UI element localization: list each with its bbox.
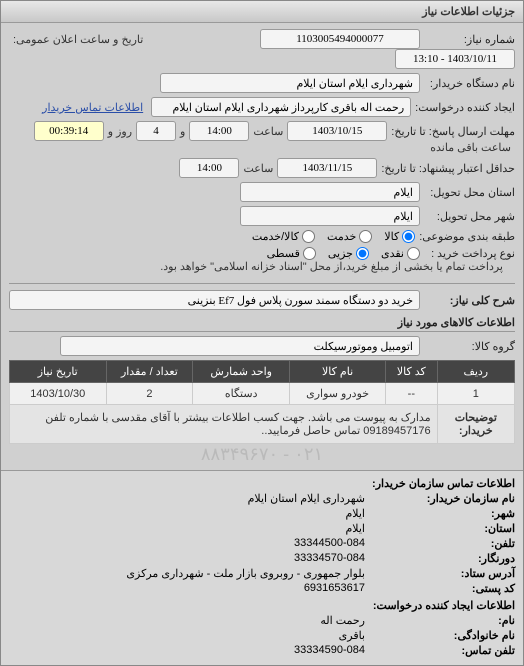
time-remain-input — [34, 121, 104, 141]
contact-city-value: ایلام — [346, 507, 366, 520]
buyer-input — [160, 73, 420, 93]
city-input — [240, 206, 420, 226]
td-unit: دستگاه — [193, 383, 290, 405]
remain-suffix: ساعت باقی مانده — [426, 141, 515, 154]
td-row: 1 — [437, 383, 514, 405]
public-time-input — [395, 49, 515, 69]
th-unit: واحد شمارش — [193, 361, 290, 383]
category-radio-group: کالا خدمت کالا/خدمت — [252, 230, 415, 243]
deadline-date-input — [287, 121, 387, 141]
table-note-row: توضیحات خریدار: مدارک به پیوست می باشد. … — [10, 405, 515, 444]
payment-label: نوع پرداخت خرید : — [420, 247, 515, 260]
category-service-option[interactable]: خدمت — [327, 230, 372, 243]
postal-value: 6931653617 — [304, 582, 365, 595]
valid-until-label: حداقل اعتبار پیشنهاد: تا تاریخ: — [377, 162, 515, 175]
category-service-radio[interactable] — [359, 230, 372, 243]
contact-province-value: ایلام — [346, 522, 366, 535]
phone-label: تلفن: — [365, 537, 515, 550]
desc-label: شرح کلی نیاز: — [420, 294, 515, 307]
th-code: کد کالا — [386, 361, 438, 383]
th-qty: تعداد / مقدار — [106, 361, 193, 383]
org-value: شهرداری ایلام استان ایلام — [248, 492, 365, 505]
watermark: ۰۲۱ - ۸۸۳۴۹۶۷۰ — [9, 444, 515, 464]
family-label: نام خانوادگی: — [365, 629, 515, 642]
payment-partial-radio[interactable] — [356, 247, 369, 260]
valid-until-time-input — [179, 158, 239, 178]
td-code: -- — [386, 383, 438, 405]
fax-value: 33334570-084 — [294, 552, 365, 565]
public-time-label: تاریخ و ساعت اعلان عمومی: — [9, 33, 147, 46]
buyer-label: نام دستگاه خریدار: — [420, 77, 515, 90]
th-date: تاریخ نیاز — [10, 361, 107, 383]
payment-radio-group: نقدی جزیی قسطی — [267, 247, 420, 260]
deadline-time-input — [189, 121, 249, 141]
province-label: استان محل تحویل: — [420, 186, 515, 199]
category-both-radio[interactable] — [302, 230, 315, 243]
panel-title: جزئیات اطلاعات نیاز — [1, 1, 523, 23]
desc-input — [9, 290, 420, 310]
items-table: ردیف کد کالا نام کالا واحد شمارش تعداد /… — [9, 360, 515, 444]
payment-partial-option[interactable]: جزیی — [328, 247, 369, 260]
payment-installment-radio[interactable] — [303, 247, 316, 260]
province-input — [240, 182, 420, 202]
payment-cash-radio[interactable] — [407, 247, 420, 260]
name-label: نام: — [365, 614, 515, 627]
city-label: شهر محل تحویل: — [420, 210, 515, 223]
table-header-row: ردیف کد کالا نام کالا واحد شمارش تعداد /… — [10, 361, 515, 383]
need-number-label: شماره نیاز: — [420, 33, 515, 46]
org-label: نام سازمان خریدار: — [365, 492, 515, 505]
address-label: آدرس ستاد: — [365, 567, 515, 580]
table-row: 1 -- خودرو سواری دستگاه 2 1403/10/30 — [10, 383, 515, 405]
payment-note: پرداخت تمام یا بخشی از مبلغ خرید،از محل … — [156, 260, 507, 273]
valid-until-date-input — [277, 158, 377, 178]
details-panel: جزئیات اطلاعات نیاز شماره نیاز: تاریخ و … — [0, 0, 524, 666]
payment-installment-option[interactable]: قسطی — [267, 247, 316, 260]
days-suffix: روز و — [104, 125, 136, 138]
buyer-contact-link[interactable]: اطلاعات تماس خریدار — [42, 101, 143, 114]
address-value: بلوار جمهوری - روبروی بازار ملت - شهردار… — [126, 567, 365, 580]
contact-province-label: استان: — [365, 522, 515, 535]
category-goods-option[interactable]: کالا — [384, 230, 415, 243]
category-label: طبقه بندی موضوعی: — [415, 230, 515, 243]
time-label-2: ساعت — [239, 162, 277, 175]
th-row: ردیف — [437, 361, 514, 383]
requester-input — [151, 97, 411, 117]
group-input — [60, 336, 420, 356]
req-phone-label: تلفن تماس: — [365, 644, 515, 657]
phone-value: 33344500-084 — [294, 537, 365, 550]
items-title: اطلاعات کالاهای مورد نیاز — [9, 316, 515, 332]
contact-block: اطلاعات تماس سازمان خریدار: نام سازمان خ… — [1, 470, 523, 665]
time-label-1: ساعت — [249, 125, 287, 138]
name-value: رحمت اله — [320, 614, 365, 627]
req-phone-value: 33334590-084 — [294, 644, 365, 657]
note-text: مدارک به پیوست می باشد. جهت کسب اطلاعات … — [10, 405, 438, 444]
and-label: و — [176, 125, 189, 138]
category-both-option[interactable]: کالا/خدمت — [252, 230, 315, 243]
payment-cash-option[interactable]: نقدی — [381, 247, 420, 260]
th-name: نام کالا — [290, 361, 386, 383]
requester-label: ایجاد کننده درخواست: — [411, 101, 515, 114]
panel-body: شماره نیاز: تاریخ و ساعت اعلان عمومی: نا… — [1, 23, 523, 470]
days-remain-input — [136, 121, 176, 141]
need-number-input — [260, 29, 420, 49]
family-value: باقری — [339, 629, 365, 642]
td-date: 1403/10/30 — [10, 383, 107, 405]
note-label: توضیحات خریدار: — [437, 405, 514, 444]
td-name: خودرو سواری — [290, 383, 386, 405]
fax-label: دورنگار: — [365, 552, 515, 565]
postal-label: کد پستی: — [365, 582, 515, 595]
contact-title: اطلاعات تماس سازمان خریدار: — [365, 477, 515, 490]
td-qty: 2 — [106, 383, 193, 405]
category-goods-radio[interactable] — [402, 230, 415, 243]
group-label: گروه کالا: — [420, 340, 515, 353]
req-creator-title: اطلاعات ایجاد کننده درخواست: — [365, 599, 515, 612]
contact-city-label: شهر: — [365, 507, 515, 520]
deadline-label: مهلت ارسال پاسخ: تا تاریخ: — [387, 125, 515, 138]
